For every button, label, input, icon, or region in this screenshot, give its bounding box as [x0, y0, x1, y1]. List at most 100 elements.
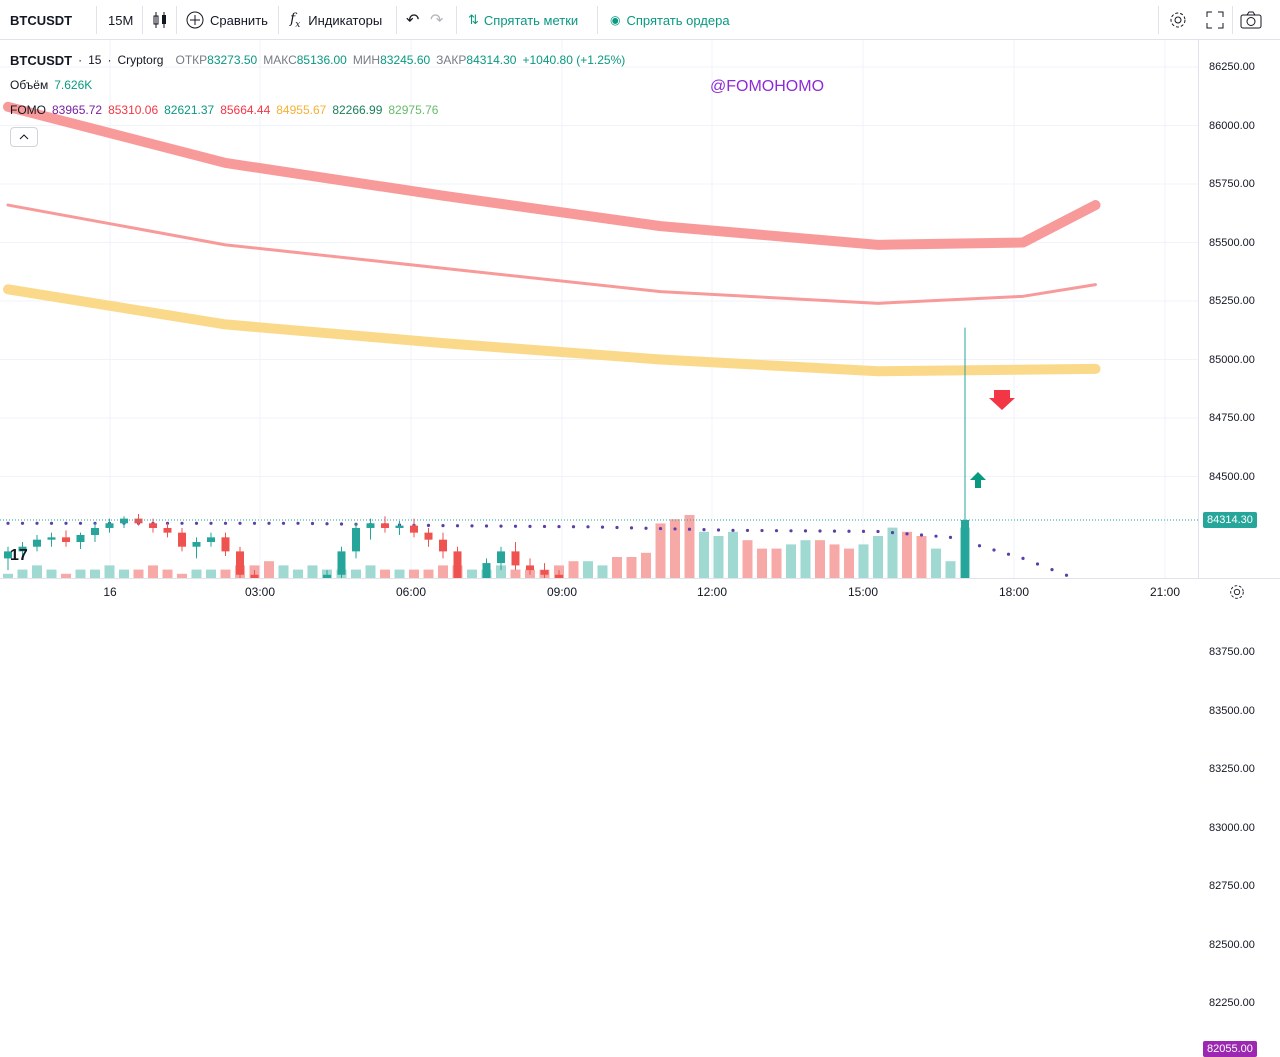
ema-dot [194, 521, 199, 525]
legend-symbol: BTCUSDT [10, 53, 73, 68]
indicators-button[interactable]: fx Индикаторы [290, 0, 382, 40]
plus-circle-icon [186, 11, 204, 29]
price-tick-label: 85000.00 [1209, 353, 1255, 366]
price-axis[interactable]: 86250.00 86000.00 85750.00 85500.00 85250.00… [1198, 40, 1280, 1057]
price-tick-label: 82750.00 [1209, 880, 1255, 892]
toolbar-divider [1158, 6, 1159, 34]
ema-dot [600, 525, 605, 529]
candle-body [439, 539, 447, 552]
indicators-label: Индикаторы [308, 12, 383, 28]
interval-button[interactable]: 15M [108, 12, 134, 28]
high-value: 85136.00 [296, 53, 347, 67]
ema-dot [615, 525, 619, 530]
price-tick-label: 85500.00 [1209, 236, 1255, 249]
ema-dot [586, 525, 590, 529]
ema-dot [803, 529, 808, 533]
candle-body [395, 525, 404, 528]
time-tick-label: 03:00 [244, 585, 276, 599]
candle-body [105, 523, 114, 528]
tradingview-logo: 17 [10, 547, 28, 564]
top-toolbar: BTCUSDT 15M Сравнить fx Индикаторы ↶ ↷ ⇅… [0, 0, 1280, 40]
ema-dot [252, 521, 257, 525]
chart-pane[interactable] [0, 40, 1198, 578]
candle-body [62, 537, 70, 543]
volume-bar [510, 569, 521, 578]
legend-separator: · [107, 53, 112, 67]
volume-bar [75, 569, 86, 578]
candle-body [192, 542, 201, 547]
ema-dot [832, 529, 837, 533]
candle-body [540, 570, 549, 575]
chart-canvas[interactable] [0, 40, 1198, 578]
low-label: МИН [352, 53, 381, 67]
volume-bar [626, 557, 637, 578]
chevron-up-icon [19, 134, 29, 140]
ema-dot [470, 524, 474, 528]
fomo-value: 82266.99 [332, 103, 383, 117]
volume-bar [786, 544, 796, 578]
volume-bar [220, 569, 231, 578]
ema-dot [1021, 556, 1025, 561]
volume-bar [351, 569, 361, 578]
ema-dot [905, 532, 909, 536]
undo-icon[interactable]: ↶ [406, 12, 420, 29]
volume-label: Объём [10, 78, 49, 92]
ema-dot [687, 527, 692, 531]
ema-dot [644, 526, 648, 530]
ema-dot [702, 528, 706, 532]
ema-dot [876, 529, 880, 534]
hide-marks-button[interactable]: ⇅ Спрятать метки [468, 0, 578, 40]
time-tick-label: 21:00 [1149, 585, 1181, 599]
close-label: ЗАКР [436, 53, 467, 67]
compare-button[interactable]: Сравнить [186, 0, 268, 40]
candle-body [178, 532, 186, 547]
candle-body [76, 535, 85, 543]
candle-body [526, 565, 534, 571]
candle-body [453, 551, 462, 578]
camera-icon[interactable] [1240, 0, 1262, 40]
candle-body [424, 532, 433, 540]
ema-dot [499, 524, 503, 528]
volume-bar [829, 544, 840, 578]
time-tick-label: 09:00 [546, 585, 578, 599]
time-axis[interactable]: 16 03:00 06:00 09:00 12:00 15:00 18:00 21:00 [0, 578, 1280, 606]
ema-dot [658, 526, 663, 531]
compare-label: Сравнить [210, 12, 268, 28]
collapse-legend-button[interactable] [10, 127, 38, 147]
ema-dot [426, 523, 431, 528]
volume-bar [858, 544, 869, 578]
ema-dot [571, 525, 576, 529]
ema-dot [296, 521, 300, 525]
ema-dot [513, 524, 518, 528]
fullscreen-icon[interactable] [1206, 0, 1224, 40]
gear-icon[interactable] [1168, 0, 1188, 40]
ema-dot [238, 521, 242, 525]
candle-body [33, 539, 41, 547]
candle-body [323, 574, 331, 578]
ema-dot [557, 524, 561, 529]
volume-bar [684, 515, 695, 578]
hide-orders-button[interactable]: ◉ Спрятать ордера [610, 0, 730, 40]
price-tick-label: 82250.00 [1209, 997, 1255, 1009]
volume-bar [641, 552, 651, 578]
price-tick-label: 83750.00 [1209, 646, 1255, 658]
level-price-tag: 82055.00 [1203, 1040, 1257, 1057]
volume-bar [32, 565, 42, 578]
volume-value: 7.626K [54, 78, 93, 92]
symbol-button[interactable]: BTCUSDT [10, 12, 73, 28]
ema-dot [847, 529, 851, 533]
volume-bar [583, 561, 593, 578]
orders-icon: ◉ [610, 13, 621, 27]
close-value: 84314.30 [466, 53, 517, 67]
toolbar-divider [597, 6, 598, 34]
fomo-value: 84955.67 [276, 103, 327, 117]
volume-bar [365, 565, 376, 578]
ema-dot [339, 522, 344, 526]
redo-icon[interactable]: ↷ [430, 12, 444, 29]
settings-gear-icon[interactable] [1228, 583, 1246, 606]
volume-bar [699, 531, 709, 578]
volume-bar [307, 565, 318, 578]
candles-icon[interactable] [152, 0, 168, 40]
ema-dot [310, 521, 315, 526]
ohlc-legend-row: BTCUSDT · 15 · Cryptorg ОТКР 83273.50 МА… [10, 48, 625, 73]
